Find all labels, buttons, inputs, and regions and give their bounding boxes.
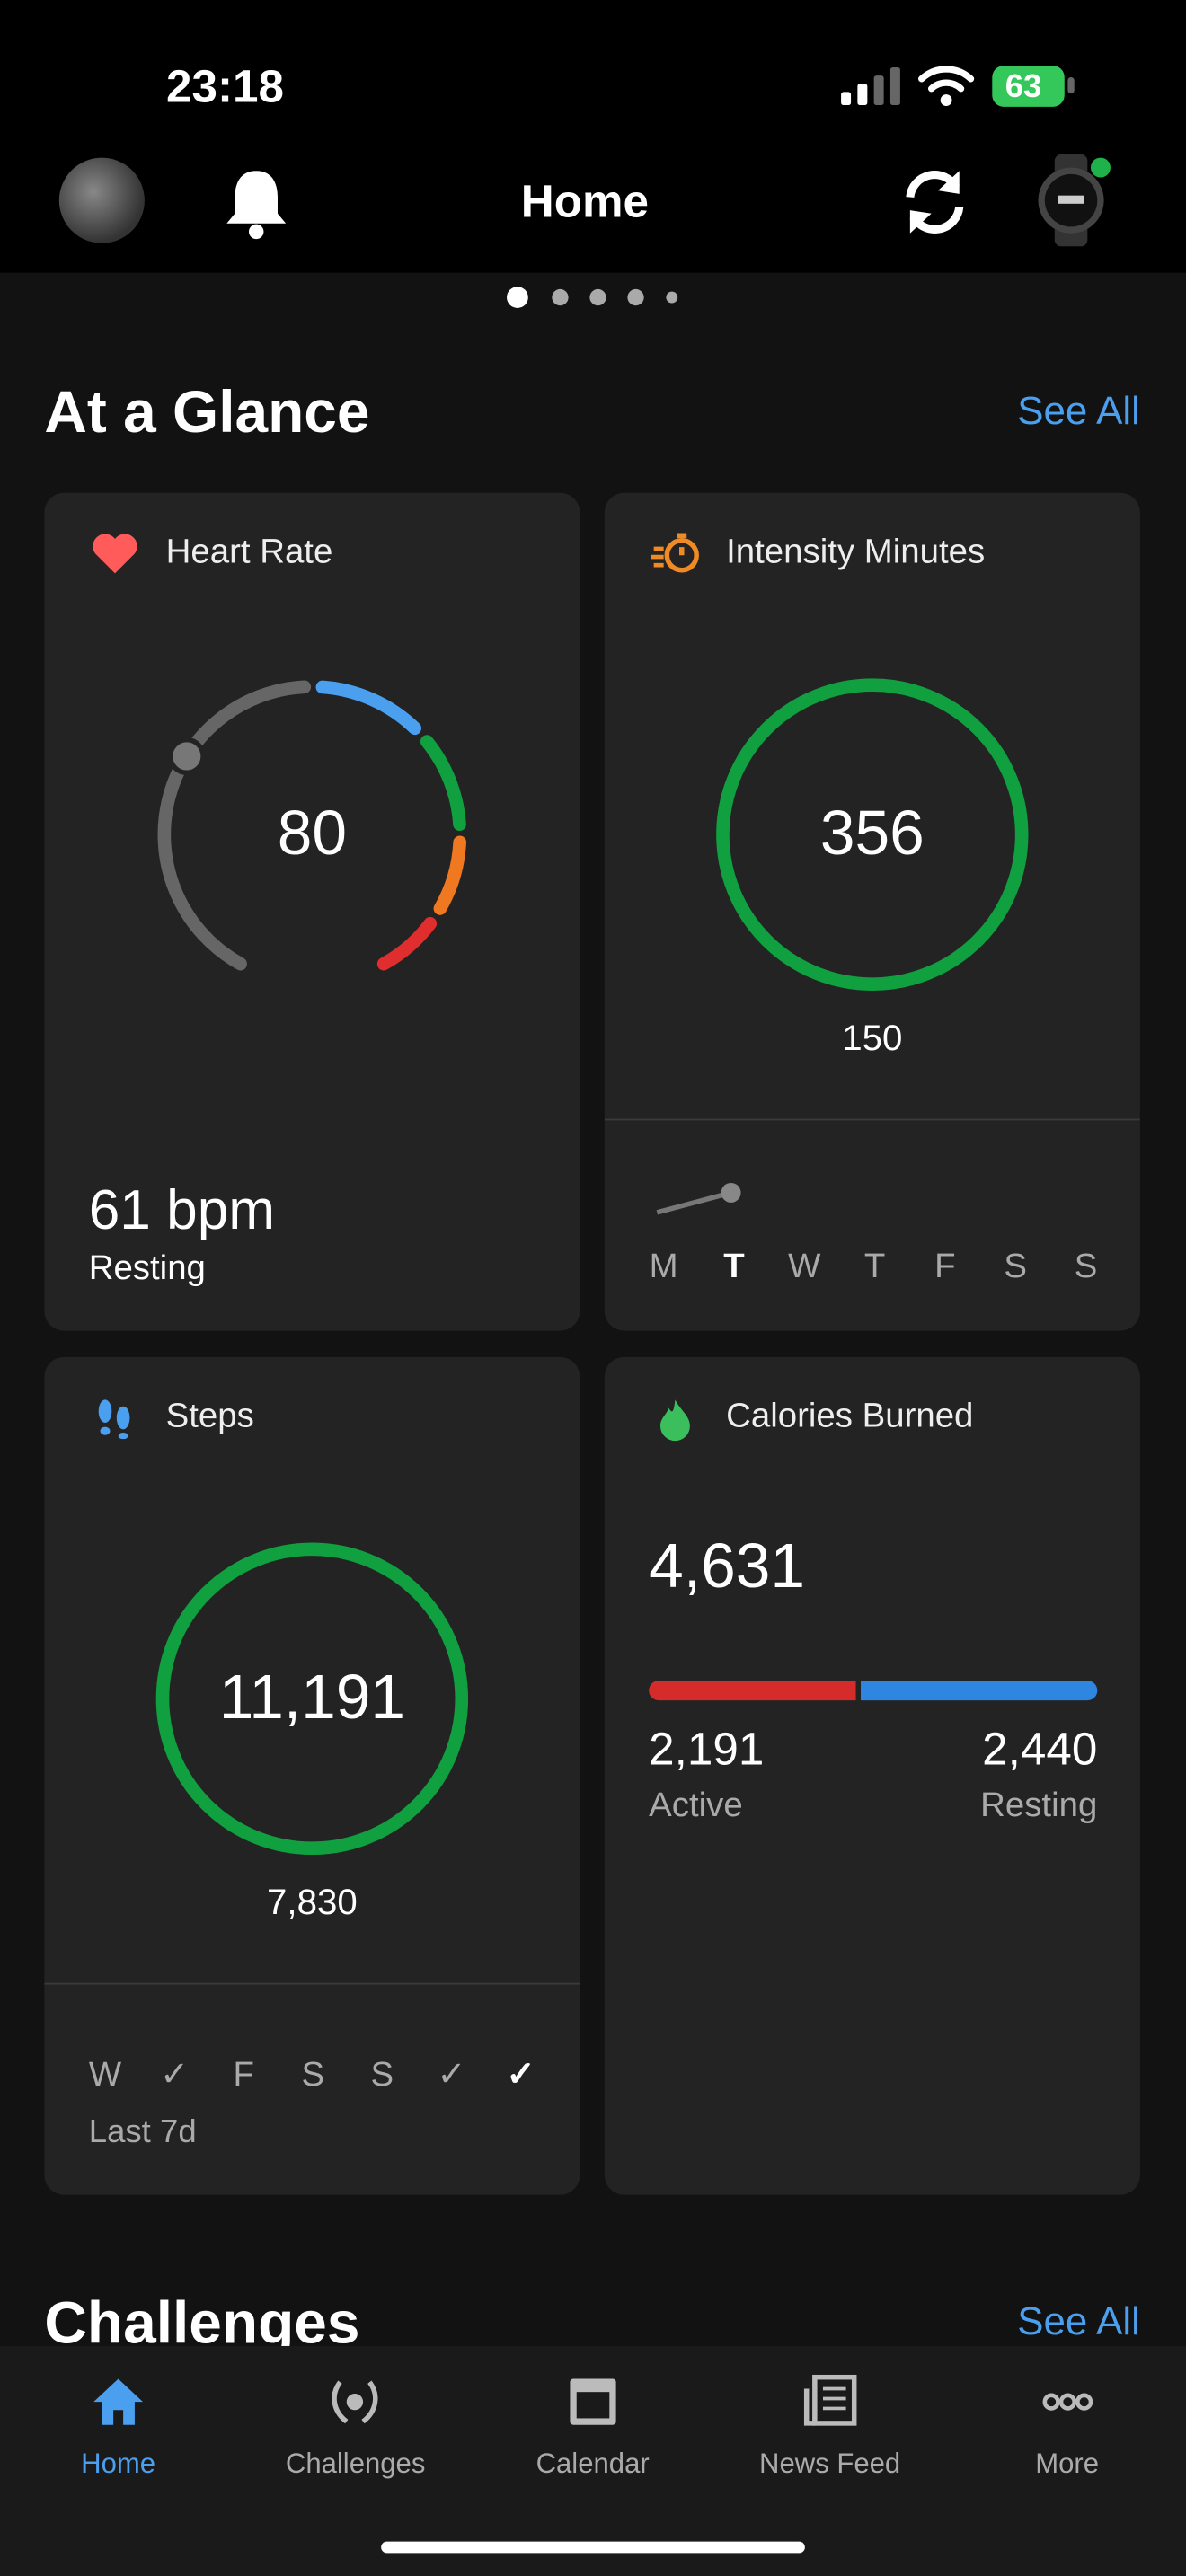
day-label: T	[863, 1248, 886, 1286]
steps-icon	[98, 1399, 130, 1440]
heart-icon	[93, 534, 137, 574]
device-icon[interactable]	[1031, 154, 1117, 247]
see-all-link[interactable]: See All	[1017, 389, 1140, 434]
tab-label: News Feed	[759, 2448, 901, 2480]
resting-bar	[861, 1681, 1098, 1701]
section-title: At a Glance	[44, 377, 370, 446]
day-label: S	[370, 2056, 394, 2095]
tab-icon	[570, 2378, 616, 2425]
header-title: Home	[520, 175, 649, 227]
intensity-icon	[651, 533, 699, 573]
tab-icon	[93, 2378, 144, 2425]
notifications-icon[interactable]	[224, 164, 289, 240]
steps-ring	[155, 1542, 469, 1856]
see-all-link[interactable]: See All	[1017, 2299, 1140, 2345]
page-dots	[507, 287, 678, 308]
card-title: Heart Rate	[165, 533, 333, 571]
tab-label: Home	[81, 2448, 156, 2480]
tab[interactable]: News Feed	[712, 2346, 948, 2576]
battery-tip	[1067, 76, 1075, 94]
day-label: S	[301, 2056, 325, 2095]
tab-label: Challenges	[285, 2448, 426, 2480]
heart-rate-gauge	[157, 680, 467, 971]
tab[interactable]: More	[949, 2346, 1185, 2576]
intensity-trend	[656, 1182, 741, 1215]
divider	[604, 1118, 1140, 1121]
resting-label: Resting	[980, 1786, 1098, 1825]
wifi-icon	[918, 66, 975, 106]
day-label: W	[788, 1248, 821, 1286]
gauge-segment	[420, 735, 466, 832]
day-label: F	[934, 1248, 956, 1286]
day-label: ✓	[437, 2056, 466, 2095]
intensity-card[interactable]: Intensity Minutes 356 150 M T W T F S S	[604, 492, 1140, 1331]
signal-icon	[841, 66, 900, 106]
tab-label: Calendar	[535, 2448, 650, 2480]
tab[interactable]: Challenges	[237, 2346, 474, 2576]
day-label: ✓	[506, 2056, 535, 2095]
heart-rate-card[interactable]: Heart Rate 80 61 bpm Resting	[44, 492, 580, 1331]
battery	[992, 66, 1065, 107]
battery-level: 63	[1005, 68, 1042, 106]
gauge-segment	[315, 680, 421, 736]
card-title: Steps	[165, 1397, 254, 1435]
section-title: Challenges	[44, 2288, 360, 2356]
heart-rate-value: 80	[277, 799, 348, 869]
active-label: Active	[649, 1786, 743, 1825]
gauge-knob	[167, 737, 206, 775]
day-label: M	[649, 1248, 678, 1286]
calories-total: 4,631	[649, 1532, 806, 1602]
tab-label: More	[1035, 2448, 1100, 2480]
divider	[44, 1982, 580, 1985]
steps-value: 11,191	[218, 1663, 406, 1734]
avatar[interactable]	[58, 157, 145, 243]
top-bar	[0, 0, 1186, 273]
intensity-ring	[716, 678, 1029, 991]
tab-bar: Home Challenges Calendar News Feed More	[0, 2345, 1186, 2576]
steps-goal: 7,830	[267, 1881, 358, 1923]
home-indicator	[381, 2541, 805, 2554]
active-bar	[649, 1681, 856, 1701]
day-label: F	[233, 2056, 254, 2095]
status-time: 23:18	[166, 60, 284, 112]
day-label: T	[723, 1248, 745, 1286]
day-label: W	[88, 2056, 122, 2095]
day-label: ✓	[159, 2056, 190, 2095]
day-label: S	[1004, 1248, 1027, 1286]
tab-icon	[332, 2380, 379, 2424]
gauge-segment	[376, 916, 438, 971]
resting-value: 2,440	[982, 1723, 1098, 1775]
tab[interactable]: Home	[0, 2346, 236, 2576]
resting-label: Resting	[88, 1249, 206, 1288]
card-title: Calories Burned	[726, 1397, 974, 1435]
resting-value: 61 bpm	[88, 1179, 276, 1242]
calories-card[interactable]: Calories Burned 4,631 2,191 Active 2,440…	[604, 1356, 1140, 2195]
sync-icon[interactable]	[897, 164, 972, 240]
tab-icon	[1041, 2393, 1093, 2411]
intensity-goal: 150	[842, 1017, 903, 1058]
tab-icon	[804, 2374, 857, 2426]
intensity-value: 356	[819, 799, 925, 869]
active-value: 2,191	[649, 1723, 765, 1775]
gauge-segment	[157, 680, 312, 971]
card-title: Intensity Minutes	[726, 533, 986, 571]
steps-footer: Last 7d	[88, 2114, 197, 2151]
gauge-segment	[433, 835, 467, 915]
steps-card[interactable]: Steps 11,191 7,830 W ✓ F S S ✓ ✓ Last 7d	[44, 1356, 580, 2195]
day-label: S	[1074, 1248, 1098, 1286]
tab[interactable]: Calendar	[474, 2346, 711, 2576]
calories-icon	[659, 1399, 690, 1442]
